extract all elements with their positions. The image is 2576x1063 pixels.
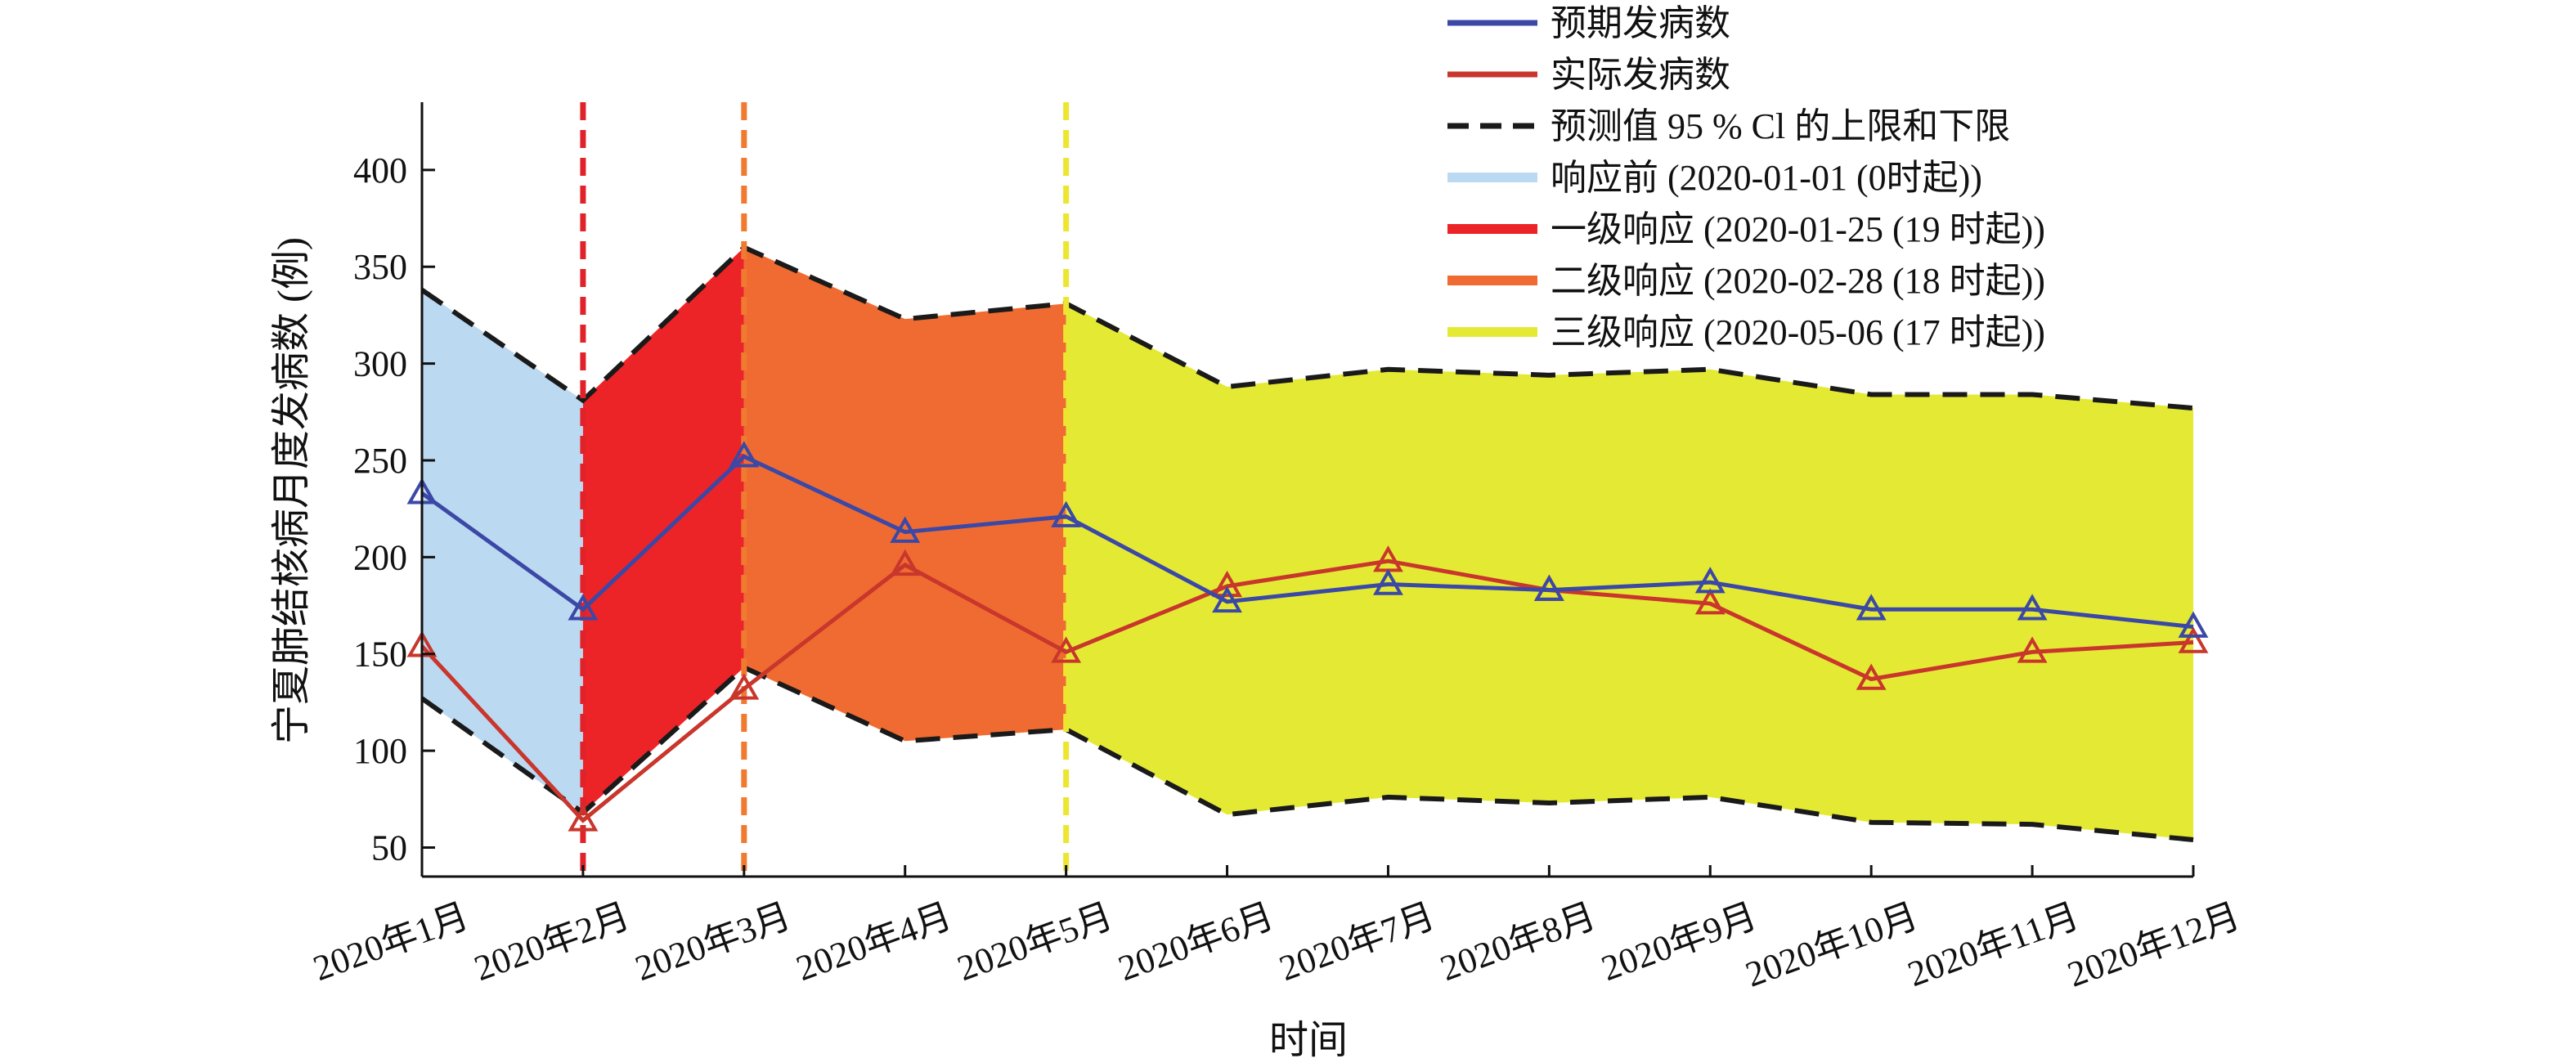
x-tick-label-12: 2020年12月 — [2062, 895, 2245, 994]
legend-swatch-6 — [1447, 276, 1537, 285]
series-1-point-7 — [1373, 568, 1403, 595]
x-tick-label-5: 2020年5月 — [952, 895, 1118, 989]
series-2-point-5 — [1051, 636, 1082, 663]
series-2-point-2 — [568, 805, 599, 832]
series-2-point-11 — [2017, 636, 2048, 663]
series-line-2 — [420, 558, 2194, 823]
series-2-point-10 — [1856, 663, 1887, 690]
phase-bands — [422, 247, 2193, 841]
x-tick-label-6: 2020年6月 — [1113, 895, 1279, 989]
series-1-point-2 — [568, 594, 599, 621]
series-1-point-5 — [1051, 500, 1082, 527]
series-1-point-3 — [729, 441, 760, 468]
series-1-point-6 — [1212, 585, 1242, 613]
series-2-point-3 — [729, 673, 760, 700]
legend-swatch-4 — [1447, 173, 1537, 182]
legend-swatch-5 — [1447, 224, 1537, 234]
series-1-point-11 — [2017, 594, 2048, 621]
legend-label-3: 预测值 95 % Cl 的上限和下限 — [1551, 106, 2010, 146]
series-1-point-12 — [2178, 611, 2209, 638]
x-tick-label-8: 2020年8月 — [1435, 895, 1601, 989]
series-1-point-4 — [890, 516, 921, 543]
y-tick-label-4: 200 — [353, 537, 407, 577]
phase-boundaries — [580, 102, 1070, 877]
series-lines — [406, 441, 2209, 832]
legend-label-1: 预期发病数 — [1551, 3, 1730, 43]
legend-label-6: 二级响应 (2020-02-28 (18 时起)) — [1551, 261, 2045, 301]
series-line-1 — [420, 454, 2194, 630]
y-axis-title: 宁夏肺结核病月度发病数 (例) — [270, 237, 313, 744]
phase-band-3 — [743, 247, 1066, 742]
series-1-point-8 — [1533, 574, 1564, 601]
phase-band-2 — [582, 247, 744, 813]
series-1-point-10 — [1856, 594, 1887, 621]
interval-lower-line — [420, 664, 2194, 843]
y-tick-label-7: 350 — [353, 247, 407, 287]
x-tick-label-4: 2020年4月 — [791, 895, 957, 989]
series-2-point-4 — [890, 549, 921, 576]
x-tick-label-11: 2020年11月 — [1903, 895, 2085, 994]
x-tick-label-10: 2020年10月 — [1740, 895, 1923, 994]
series-1-point-9 — [1694, 567, 1726, 594]
y-tick-label-8: 400 — [353, 150, 407, 191]
y-tick-label-1: 50 — [371, 828, 407, 868]
y-tick-label-3: 150 — [353, 635, 407, 675]
x-tick-label-7: 2020年7月 — [1274, 895, 1440, 989]
interval-upper-line — [420, 244, 2194, 411]
legend-label-4: 响应前 (2020-01-01 (0时起)) — [1551, 158, 1982, 198]
x-axis-title: 时间 — [1269, 1019, 1348, 1062]
x-tick-label-1: 2020年1月 — [308, 895, 474, 989]
legend-swatch-7 — [1447, 327, 1537, 337]
axes — [420, 102, 2193, 878]
x-tick-label-2: 2020年2月 — [469, 895, 635, 989]
y-tick-label-5: 250 — [353, 441, 407, 481]
y-tick-label-6: 300 — [353, 344, 407, 384]
x-tick-label-9: 2020年9月 — [1596, 895, 1762, 989]
legend-label-7: 三级响应 (2020-05-06 (17 时起)) — [1551, 312, 2045, 352]
series-2-point-9 — [1694, 588, 1726, 615]
interval-bounds — [420, 244, 2194, 843]
series-2-point-12 — [2178, 626, 2209, 653]
legend-label-2: 实际发病数 — [1551, 55, 1730, 95]
y-tick-label-2: 100 — [353, 731, 407, 771]
x-tick-label-3: 2020年3月 — [630, 895, 796, 989]
series-2-point-6 — [1212, 570, 1242, 598]
phase-band-4 — [1066, 303, 2193, 841]
legend-label-5: 一级响应 (2020-01-25 (19 时起)) — [1551, 209, 2045, 249]
